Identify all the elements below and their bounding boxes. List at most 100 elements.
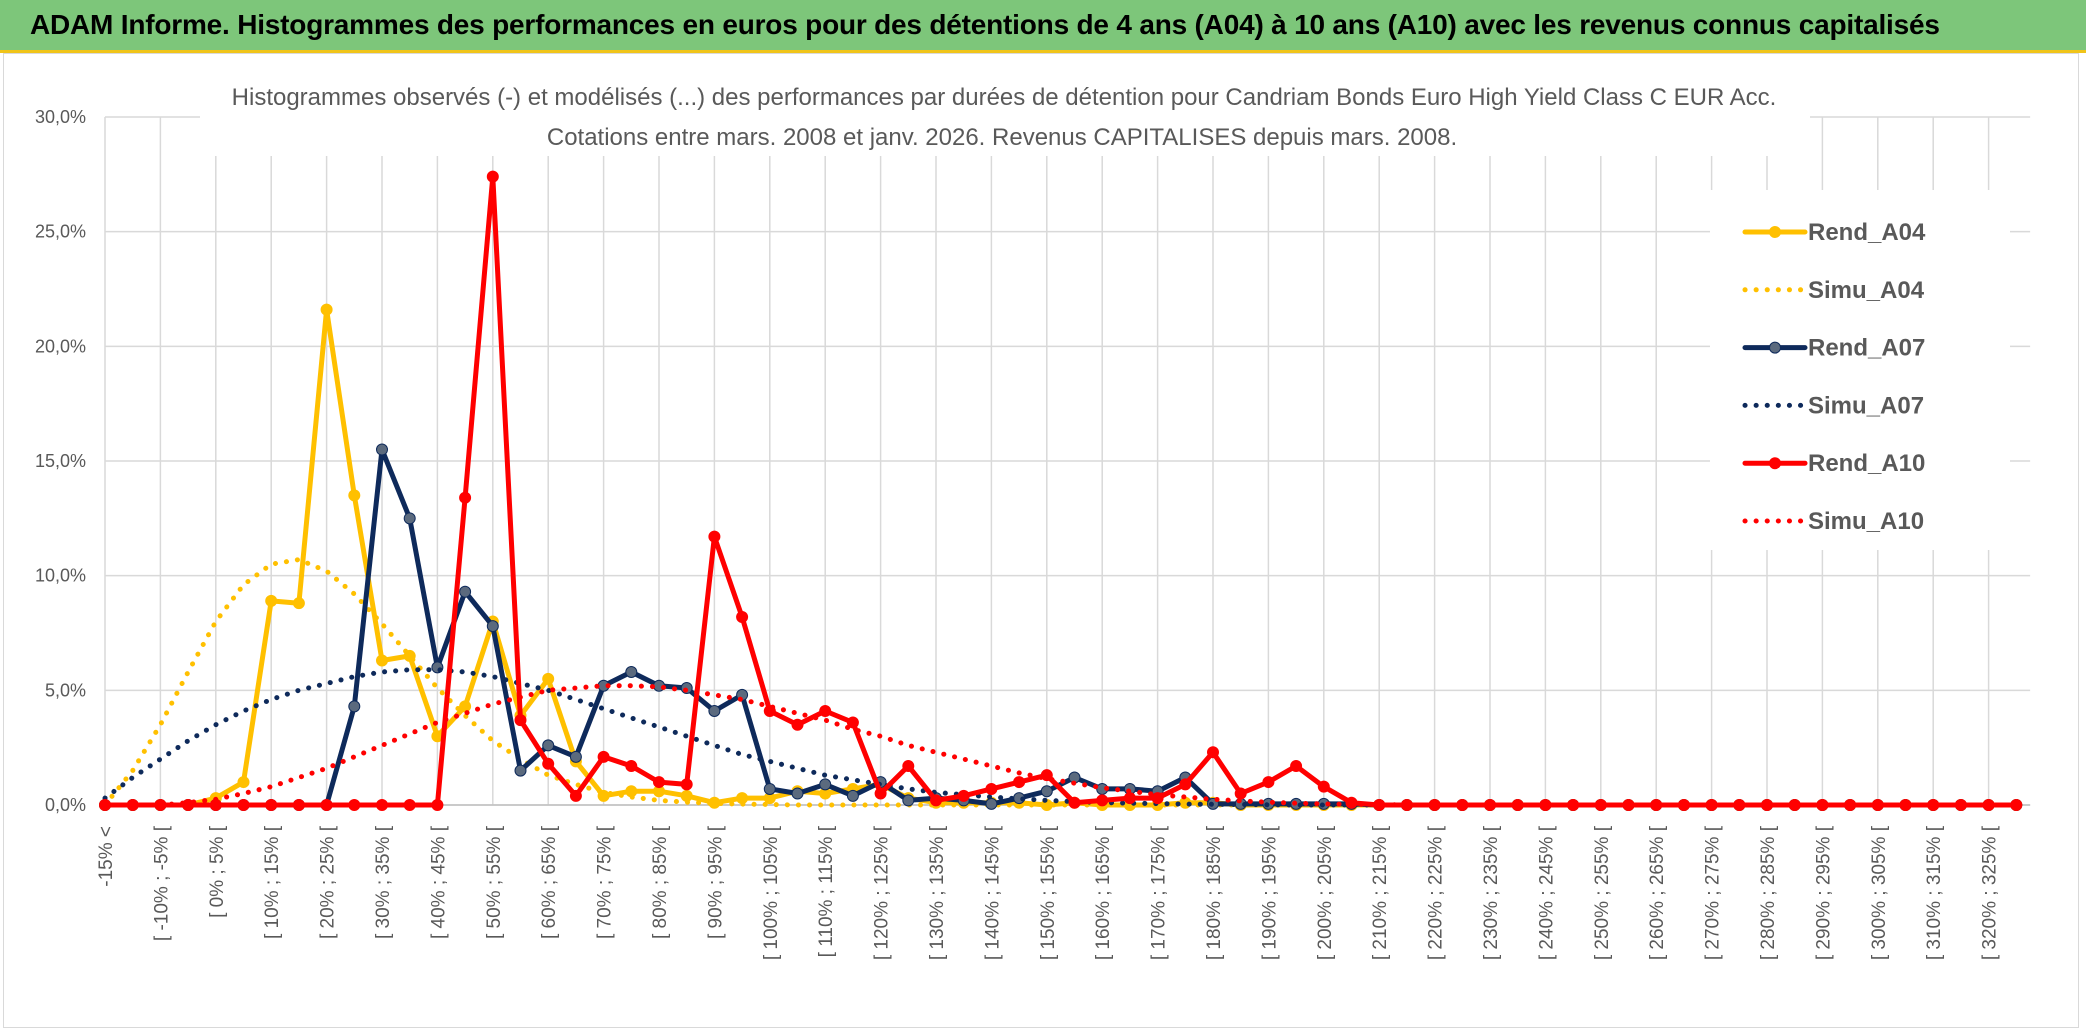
x-tick-label: [ 320% ; 325% [ xyxy=(1980,825,2001,960)
x-tick-label: [ 200% ; 205% [ xyxy=(1315,825,1336,960)
point-Rend_A10 xyxy=(653,776,665,789)
chart-title: Histogrammes observés (-) et modélisés (… xyxy=(232,84,1777,111)
x-tick-label: [ 60% ; 65% [ xyxy=(539,825,560,939)
point-Rend_A10 xyxy=(1234,787,1247,800)
point-Rend_A10 xyxy=(265,799,278,811)
y-tick-label: 15,0% xyxy=(35,451,86,471)
legend-label-Rend_A07: Rend_A07 xyxy=(1808,335,1925,362)
x-tick-label: [ 80% ; 85% [ xyxy=(650,825,671,939)
point-Rend_A10 xyxy=(680,778,693,791)
x-tick-label: [ 120% ; 125% [ xyxy=(872,825,893,960)
point-Rend_A10 xyxy=(902,760,915,773)
y-tick-label: 20,0% xyxy=(35,336,86,356)
point-Rend_A07 xyxy=(486,620,499,633)
y-tick-label: 10,0% xyxy=(35,566,86,586)
point-Rend_A07 xyxy=(514,764,527,777)
point-Rend_A10 xyxy=(569,789,582,802)
point-Rend_A10 xyxy=(403,799,416,811)
point-Rend_A10 xyxy=(237,799,250,811)
point-Rend_A04 xyxy=(376,654,388,667)
point-Rend_A07 xyxy=(902,794,915,807)
x-tick-label: [ 70% ; 75% [ xyxy=(595,825,616,939)
point-Rend_A10 xyxy=(542,757,555,770)
legend-label-Rend_A04: Rend_A04 xyxy=(1808,219,1926,246)
x-tick-label: [ 170% ; 175% [ xyxy=(1149,825,1170,960)
point-Rend_A07 xyxy=(348,700,361,713)
point-Rend_A07 xyxy=(376,443,388,456)
x-tick-label: [ 190% ; 195% [ xyxy=(1259,825,1280,960)
point-Rend_A10 xyxy=(1262,776,1275,789)
point-Rend_A10 xyxy=(376,799,388,811)
point-Rend_A04 xyxy=(320,303,333,316)
y-tick-label: 30,0% xyxy=(35,107,86,127)
x-tick-label: [ 210% ; 215% [ xyxy=(1370,825,1391,960)
point-Rend_A10 xyxy=(514,714,527,727)
point-Rend_A10 xyxy=(486,170,499,183)
chart-subtitle: Cotations entre mars. 2008 et janv. 2026… xyxy=(547,124,1457,151)
point-Rend_A07 xyxy=(763,782,776,795)
legend-marker-Rend_A07 xyxy=(1769,341,1781,354)
point-Rend_A10 xyxy=(1013,776,1026,789)
point-Rend_A10 xyxy=(1096,794,1109,807)
x-tick-label: [ 30% ; 35% [ xyxy=(373,825,394,939)
series-line-Rend_A10 xyxy=(102,174,2019,808)
x-tick-label: [ 20% ; 25% [ xyxy=(318,825,339,939)
x-tick-label: [ 220% ; 225% [ xyxy=(1426,825,1447,960)
point-Rend_A04 xyxy=(237,776,250,789)
point-Rend_A10 xyxy=(1123,792,1136,805)
point-Rend_A10 xyxy=(930,794,942,807)
report-title: ADAM Informe. Histogrammes des performan… xyxy=(30,9,1940,40)
x-tick-label: [ 230% ; 235% [ xyxy=(1481,825,1502,960)
legend-label-Simu_A07: Simu_A07 xyxy=(1808,392,1924,419)
x-tick-label: [ 150% ; 155% [ xyxy=(1038,825,1059,960)
legend-label-Simu_A10: Simu_A10 xyxy=(1808,508,1924,535)
y-tick-label: 5,0% xyxy=(45,680,86,700)
x-tick-label: [ 290% ; 295% [ xyxy=(1813,825,1834,960)
x-tick-label: [ -10% ; -5% [ xyxy=(151,825,172,941)
point-Rend_A10 xyxy=(431,799,444,811)
x-tick-label: [ 280% ; 285% [ xyxy=(1758,825,1779,960)
point-Rend_A07 xyxy=(625,665,638,678)
point-Rend_A07 xyxy=(708,704,721,717)
x-tick-label: [ 140% ; 145% [ xyxy=(982,825,1003,960)
x-tick-label: [ 300% ; 305% [ xyxy=(1869,825,1890,960)
y-axis: 0,0% 5,0% 10,0% 15,0% 20,0% 25,0% 30,0% xyxy=(35,107,86,815)
legend-marker-Rend_A04 xyxy=(1769,226,1781,238)
point-Rend_A07 xyxy=(791,787,804,800)
point-Rend_A10 xyxy=(736,610,749,623)
point-Rend_A07 xyxy=(542,739,555,752)
point-Rend_A10 xyxy=(1290,760,1303,773)
point-Rend_A04 xyxy=(348,489,361,502)
x-tick-label: [ 260% ; 265% [ xyxy=(1647,825,1668,960)
point-Rend_A10 xyxy=(1207,746,1219,759)
point-Rend_A10 xyxy=(957,789,970,802)
point-Rend_A10 xyxy=(625,760,638,773)
point-Rend_A10 xyxy=(320,799,333,811)
x-tick-label: [ 310% ; 315% [ xyxy=(1924,825,1945,960)
series-line-Simu_A04 xyxy=(102,557,2019,808)
point-Rend_A10 xyxy=(459,491,472,504)
point-Rend_A10 xyxy=(985,782,998,795)
point-Rend_A10 xyxy=(708,530,721,543)
x-tick-label: [ 100% ; 105% [ xyxy=(761,825,782,960)
point-Rend_A04 xyxy=(292,597,305,610)
point-Rend_A10 xyxy=(874,787,887,800)
x-tick-label: [ 240% ; 245% [ xyxy=(1536,825,1557,960)
x-tick-label: [ 40% ; 45% [ xyxy=(428,825,449,939)
point-Rend_A10 xyxy=(1068,796,1081,809)
point-Rend_A10 xyxy=(1179,778,1192,791)
legend-label-Rend_A10: Rend_A10 xyxy=(1808,450,1925,477)
y-tick-label: 25,0% xyxy=(35,222,86,242)
series-layer xyxy=(99,170,2023,811)
point-Rend_A04 xyxy=(542,672,555,685)
legend-label-Simu_A04: Simu_A04 xyxy=(1808,277,1925,304)
report-banner: ADAM Informe. Histogrammes des performan… xyxy=(0,0,2086,53)
x-tick-label: [ 110% ; 115% [ xyxy=(816,825,837,957)
legend-marker-Rend_A10 xyxy=(1769,457,1781,470)
legend-backdrop xyxy=(1710,190,2010,550)
point-Rend_A07 xyxy=(459,585,472,598)
point-Rend_A07 xyxy=(985,797,998,810)
point-Rend_A07 xyxy=(1040,785,1053,798)
point-Rend_A10 xyxy=(1317,780,1330,793)
